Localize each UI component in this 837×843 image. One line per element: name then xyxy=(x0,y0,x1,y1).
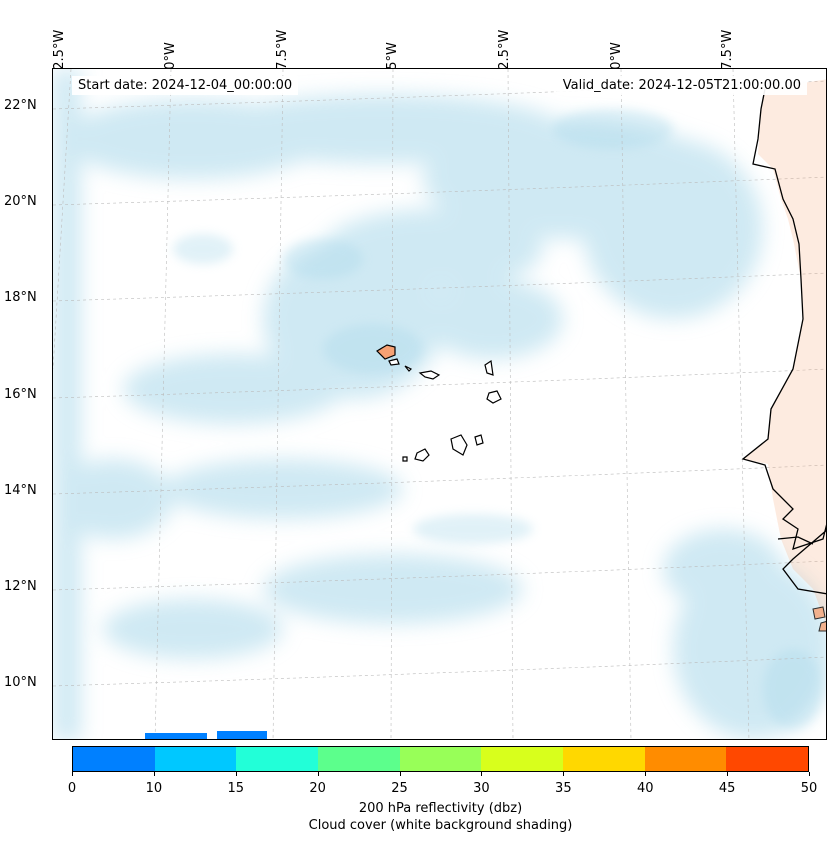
colorbar-segment xyxy=(154,747,237,771)
colorbar-tick-mark xyxy=(809,772,810,776)
colorbar-tick-mark xyxy=(727,772,729,776)
lat-label: 20°N xyxy=(4,194,37,209)
africa-coastline xyxy=(741,88,826,595)
lat-label: 22°N xyxy=(4,98,37,113)
colorbar-tick-mark xyxy=(645,772,647,776)
colorbar-tick-label: 25 xyxy=(391,781,408,796)
colorbar-tick-label: 15 xyxy=(227,781,245,796)
lat-label: 14°N xyxy=(4,483,37,498)
colorbar-tick-mark xyxy=(563,772,565,776)
start-date-label: Start date: 2024-12-04_00:00:00 xyxy=(72,76,299,95)
colorbar-tick-mark xyxy=(153,772,155,776)
colorbar-label: 200 hPa reflectivity (dbz) xyxy=(358,801,523,816)
colorbar-tick-label: 50 xyxy=(800,781,818,796)
graticule xyxy=(53,69,826,739)
colorbar-segment xyxy=(399,747,482,771)
colorbar-segment xyxy=(481,747,564,771)
reflectivity-echoes xyxy=(145,731,267,739)
gambia-coast xyxy=(777,536,814,545)
cloud-cover-detail xyxy=(173,109,823,729)
colorbar-tick-label: 35 xyxy=(555,781,572,796)
colorbar-tick-label: 45 xyxy=(718,781,736,796)
africa-land xyxy=(743,79,826,624)
valid-date-label: Valid_date: 2024-12-05T21:00:00.00 xyxy=(556,76,807,95)
colorbar-segment xyxy=(563,747,645,771)
lat-label: 16°N xyxy=(4,387,37,402)
colorbar-tick-label: 20 xyxy=(309,781,326,796)
colorbar-sublabel: Cloud cover (white background shading) xyxy=(308,818,573,833)
colorbar-tick-mark xyxy=(317,772,319,776)
colorbar-segment xyxy=(644,747,727,771)
colorbar-segment xyxy=(73,747,155,771)
cloud-cover-shading xyxy=(53,69,826,739)
colorbar-segment xyxy=(236,747,319,771)
colorbar-tick-label: 30 xyxy=(473,781,490,796)
bijagos-islands xyxy=(812,606,826,632)
map-panel[interactable] xyxy=(52,68,827,740)
colorbar-tick-mark xyxy=(235,772,237,776)
lat-label: 12°N xyxy=(4,579,37,594)
colorbar-tick-label: 0 xyxy=(67,781,77,796)
colorbar-tick-label: 10 xyxy=(145,781,163,796)
colorbar-tick-mark xyxy=(481,772,483,776)
lat-label: 18°N xyxy=(4,290,37,305)
map-canvas xyxy=(53,69,826,739)
lat-label: 10°N xyxy=(4,675,37,690)
colorbar-tick-mark xyxy=(399,772,401,776)
colorbar-segment xyxy=(726,747,809,771)
cape-verde-islands xyxy=(376,344,502,462)
colorbar-segment xyxy=(318,747,400,771)
reflectivity-colorbar xyxy=(72,746,809,772)
colorbar-tick-label: 40 xyxy=(636,781,654,796)
colorbar-tick-mark xyxy=(72,772,73,776)
